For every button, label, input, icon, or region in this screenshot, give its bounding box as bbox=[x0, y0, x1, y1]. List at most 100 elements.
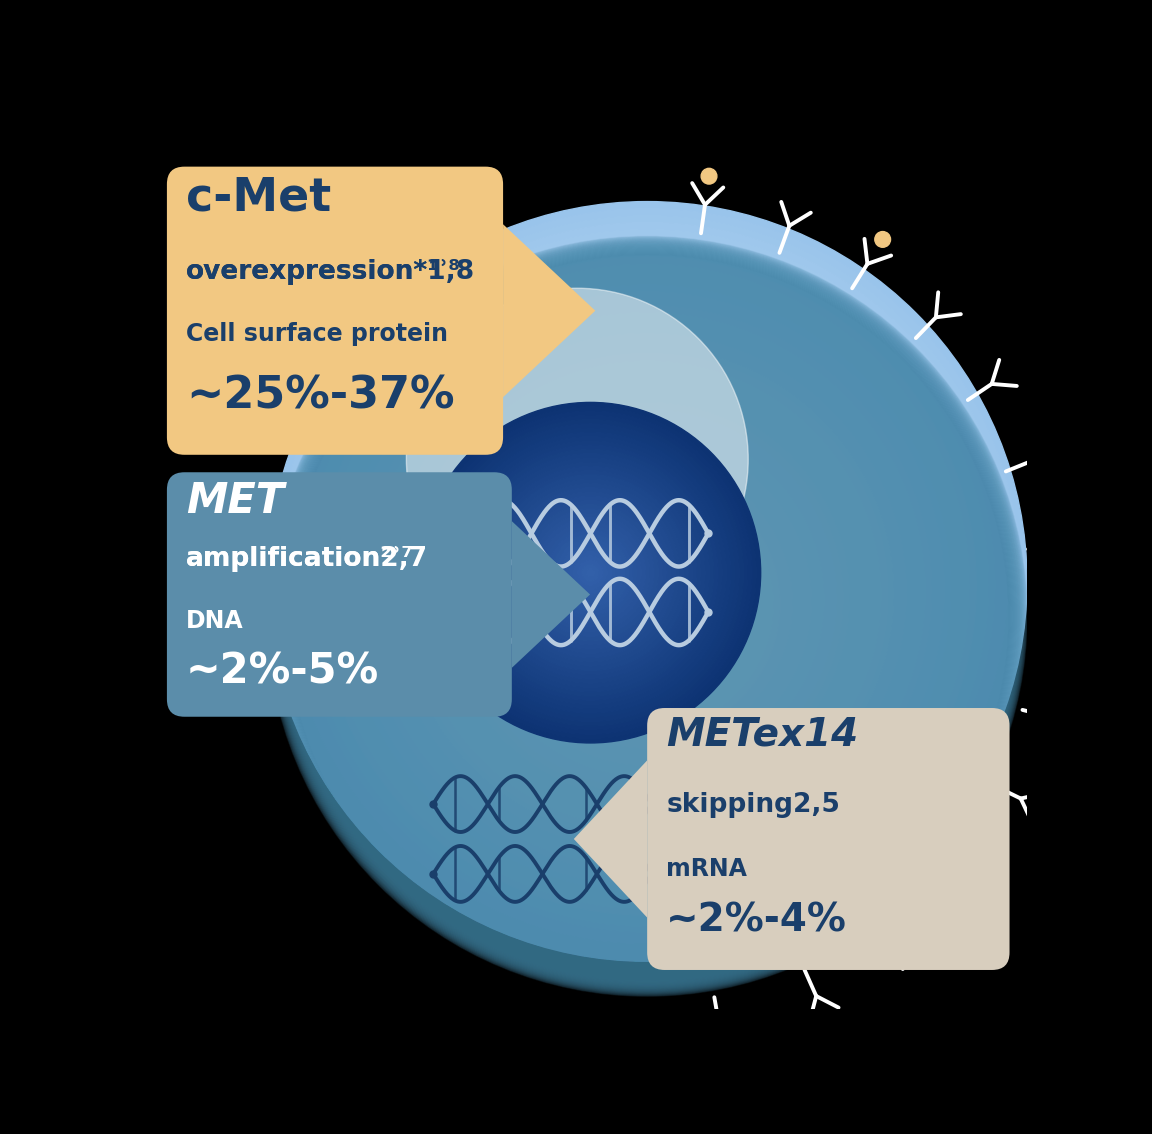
Text: mRNA: mRNA bbox=[666, 857, 748, 881]
Circle shape bbox=[484, 466, 697, 679]
Circle shape bbox=[275, 244, 1020, 989]
Circle shape bbox=[279, 248, 1016, 984]
Text: MET: MET bbox=[187, 480, 285, 522]
Circle shape bbox=[362, 305, 932, 875]
Circle shape bbox=[349, 291, 945, 887]
Circle shape bbox=[457, 409, 838, 789]
Circle shape bbox=[476, 430, 818, 771]
Circle shape bbox=[514, 471, 780, 737]
Circle shape bbox=[556, 539, 624, 607]
Circle shape bbox=[488, 443, 805, 760]
Circle shape bbox=[522, 505, 659, 641]
Circle shape bbox=[564, 547, 616, 599]
Circle shape bbox=[874, 231, 890, 247]
Circle shape bbox=[280, 215, 1014, 950]
Circle shape bbox=[270, 238, 1025, 995]
Circle shape bbox=[609, 575, 685, 651]
Circle shape bbox=[483, 437, 812, 765]
Circle shape bbox=[577, 540, 717, 679]
Circle shape bbox=[501, 483, 680, 662]
Circle shape bbox=[412, 361, 881, 829]
Circle shape bbox=[509, 492, 672, 653]
Circle shape bbox=[420, 403, 760, 743]
Circle shape bbox=[569, 551, 612, 594]
Circle shape bbox=[463, 445, 718, 701]
Circle shape bbox=[548, 530, 632, 616]
Circle shape bbox=[535, 517, 646, 628]
Circle shape bbox=[539, 522, 642, 624]
Circle shape bbox=[479, 462, 702, 684]
Circle shape bbox=[267, 202, 1026, 962]
Circle shape bbox=[424, 407, 757, 738]
Circle shape bbox=[331, 271, 964, 904]
Circle shape bbox=[293, 229, 1002, 938]
Circle shape bbox=[552, 534, 629, 611]
Circle shape bbox=[571, 533, 723, 685]
Circle shape bbox=[267, 237, 1026, 996]
Text: Cell surface protein: Cell surface protein bbox=[187, 322, 448, 346]
Circle shape bbox=[407, 288, 749, 631]
Circle shape bbox=[628, 595, 666, 634]
Circle shape bbox=[271, 239, 1024, 993]
Circle shape bbox=[458, 441, 722, 704]
Circle shape bbox=[1077, 532, 1093, 547]
Circle shape bbox=[635, 602, 660, 628]
Circle shape bbox=[622, 589, 673, 640]
Circle shape bbox=[564, 526, 729, 691]
Circle shape bbox=[467, 449, 714, 696]
Text: ~2%-4%: ~2%-4% bbox=[666, 902, 847, 940]
Circle shape bbox=[325, 264, 970, 909]
Circle shape bbox=[387, 333, 907, 852]
Circle shape bbox=[312, 249, 983, 921]
Circle shape bbox=[369, 312, 926, 870]
Circle shape bbox=[272, 242, 1022, 991]
Circle shape bbox=[450, 432, 730, 713]
Text: amplification²ʾ⁷: amplification²ʾ⁷ bbox=[187, 545, 414, 572]
Circle shape bbox=[343, 285, 952, 892]
Circle shape bbox=[495, 450, 799, 754]
Polygon shape bbox=[574, 761, 647, 917]
Text: overexpression*1,8: overexpression*1,8 bbox=[187, 259, 476, 285]
Circle shape bbox=[488, 471, 692, 675]
Circle shape bbox=[446, 428, 735, 718]
Circle shape bbox=[419, 367, 876, 823]
Circle shape bbox=[702, 168, 717, 184]
Circle shape bbox=[454, 437, 727, 709]
Circle shape bbox=[559, 519, 736, 696]
Circle shape bbox=[441, 424, 740, 721]
Circle shape bbox=[539, 499, 755, 714]
Circle shape bbox=[274, 243, 1021, 990]
Circle shape bbox=[300, 236, 995, 932]
Text: amplification2,7: amplification2,7 bbox=[187, 545, 429, 572]
Circle shape bbox=[586, 568, 594, 577]
Circle shape bbox=[526, 485, 767, 726]
Circle shape bbox=[381, 325, 914, 857]
Circle shape bbox=[445, 395, 850, 801]
Circle shape bbox=[577, 560, 604, 585]
Circle shape bbox=[574, 556, 607, 590]
Circle shape bbox=[471, 454, 710, 692]
Circle shape bbox=[602, 568, 691, 657]
Circle shape bbox=[514, 496, 667, 650]
Circle shape bbox=[561, 543, 620, 602]
Circle shape bbox=[274, 209, 1021, 956]
Circle shape bbox=[438, 388, 856, 806]
Circle shape bbox=[531, 513, 650, 633]
Circle shape bbox=[533, 492, 761, 720]
Circle shape bbox=[506, 488, 675, 658]
Circle shape bbox=[582, 564, 599, 582]
Circle shape bbox=[526, 509, 654, 636]
Circle shape bbox=[518, 500, 662, 645]
Circle shape bbox=[508, 464, 787, 743]
Circle shape bbox=[394, 340, 901, 846]
Polygon shape bbox=[503, 225, 596, 397]
Text: DNA: DNA bbox=[187, 609, 244, 633]
Circle shape bbox=[374, 319, 919, 863]
Circle shape bbox=[1039, 803, 1054, 819]
Circle shape bbox=[590, 555, 704, 668]
Text: overexpression*¹ʾ⁸: overexpression*¹ʾ⁸ bbox=[187, 259, 461, 285]
Circle shape bbox=[356, 298, 939, 881]
Circle shape bbox=[493, 475, 688, 670]
Circle shape bbox=[400, 347, 894, 840]
Circle shape bbox=[425, 374, 869, 818]
